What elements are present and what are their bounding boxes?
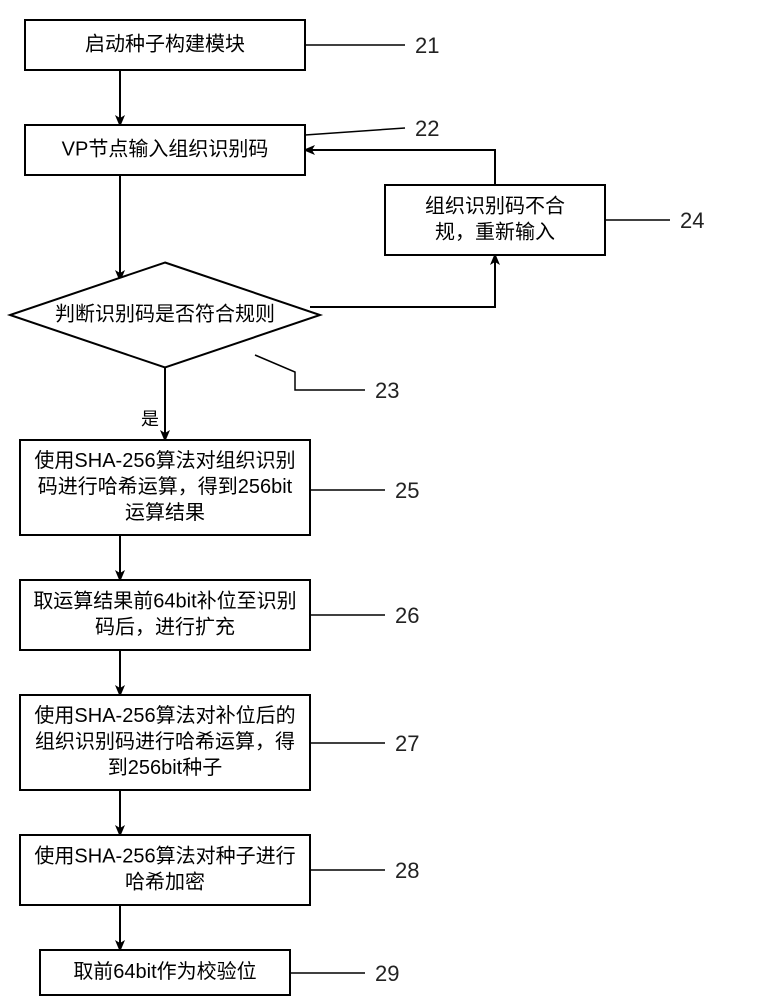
node-n26: 取运算结果前64bit补位至识别码后，进行扩充 26 [20,580,419,650]
node-label: 26 [395,603,419,628]
node-text: 规，重新输入 [435,220,555,243]
node-n22: VP节点输入组织识别码 22 [25,116,439,175]
node-label: 23 [375,378,399,403]
node-text: 运算结果 [125,501,205,524]
node-label: 22 [415,116,439,141]
node-text: 到256bit种子 [108,756,223,779]
node-n29: 取前64bit作为校验位 29 [40,950,399,995]
edge-label: 是 [141,409,159,429]
flowchart: 是 启动种子构建模块 21 VP节点输入组织识别码 22 组织识别码不合规，重新输入 24 判… [0,0,763,1000]
edge [310,255,495,307]
node-text: 使用SHA-256算法对补位后的 [34,704,295,727]
node-text: 哈希加密 [125,870,205,893]
node-label: 27 [395,731,419,756]
node-label: 29 [375,961,399,986]
node-text: 组织识别码不合 [425,194,565,217]
node-n27: 使用SHA-256算法对补位后的组织识别码进行哈希运算，得到256bit种子 27 [20,695,419,790]
node-text: 取运算结果前64bit补位至识别 [33,589,296,612]
node-label: 21 [415,33,439,58]
node-text: 判断识别码是否符合规则 [55,302,275,325]
node-text: 组织识别码进行哈希运算，得 [35,730,295,753]
node-n25: 使用SHA-256算法对组织识别码进行哈希运算，得到256bit 运算结果 25 [20,440,419,535]
leader-line [255,355,365,390]
edge [305,150,495,185]
node-text: VP节点输入组织识别码 [62,137,269,160]
node-label: 25 [395,478,419,503]
node-n23: 判断识别码是否符合规则 23 [10,263,399,403]
node-n24: 组织识别码不合规，重新输入 24 [385,185,704,255]
node-n28: 使用SHA-256算法对种子进行哈希加密 28 [20,835,419,905]
node-n21: 启动种子构建模块 21 [25,20,439,70]
node-label: 24 [680,208,704,233]
node-label: 28 [395,858,419,883]
node-text: 取前64bit作为校验位 [73,960,256,983]
node-text: 码进行哈希运算，得到256bit [38,475,293,498]
node-text: 启动种子构建模块 [85,32,245,55]
node-text: 码后，进行扩充 [95,615,235,638]
node-text: 使用SHA-256算法对种子进行 [34,844,295,867]
node-text: 使用SHA-256算法对组织识别 [34,449,295,472]
leader-line [305,128,405,135]
